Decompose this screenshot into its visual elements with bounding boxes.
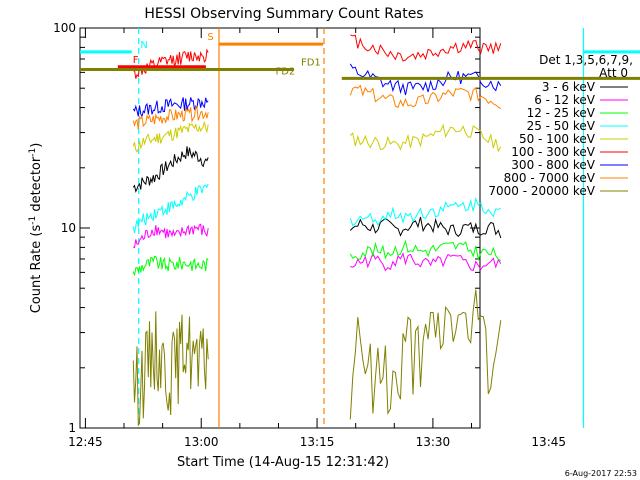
flag-bar-label: F: [133, 55, 139, 66]
series-line: [349, 216, 502, 239]
series-line: [349, 123, 502, 153]
y-axis-label: Count Rate (s-1 detector-1): [28, 143, 44, 314]
series-line: [132, 183, 209, 234]
x-tick-label: 13:45: [531, 435, 566, 449]
flag-bar-label: FD2: [275, 66, 295, 77]
series-line: [132, 255, 209, 276]
flag-bar-label: FD1: [301, 58, 321, 69]
x-tick-label: 13:30: [416, 435, 451, 449]
legend-title-2: Att 0: [599, 66, 628, 80]
series-line: [132, 97, 209, 119]
legend-entry-label: 800 - 7000 keV: [504, 171, 596, 185]
series-line: [349, 239, 502, 261]
series-line: [132, 146, 209, 193]
footer-date: 6-Aug-2017 22:53: [565, 469, 637, 478]
series-line: [349, 197, 502, 227]
legend-entry-label: 100 - 300 keV: [511, 145, 595, 159]
y-axis-label-sup2: -1: [28, 148, 38, 157]
series-line: [133, 223, 209, 249]
plot-area: 11010012:4513:0013:1513:3013:4514:00NFSF…: [53, 21, 640, 449]
x-tick-label: 12:45: [68, 435, 103, 449]
legend-entry-label: 25 - 50 keV: [527, 119, 596, 133]
y-axis-label-mid: detector: [29, 156, 44, 216]
series-line: [132, 121, 209, 153]
x-axis-label: Start Time (14-Aug-15 12:31:42): [177, 455, 389, 470]
y-tick-label: 1: [68, 421, 76, 435]
x-tick-label: 13:15: [300, 435, 335, 449]
flag-bar-label: N: [140, 40, 147, 51]
legend-entry-label: 50 - 100 keV: [519, 132, 596, 146]
legend-entry-label: 6 - 12 keV: [534, 93, 596, 107]
y-axis-label-sup1: -1: [28, 216, 38, 225]
series-line: [132, 105, 209, 130]
series-line: [132, 311, 209, 427]
chart-title: HESSI Observing Summary Count Rates: [144, 6, 423, 22]
y-tick-label: 10: [61, 221, 76, 235]
x-tick-label: 13:00: [184, 435, 219, 449]
legend-entry-label: 300 - 800 keV: [511, 158, 595, 172]
legend-entry-label: 12 - 25 keV: [527, 106, 596, 120]
series-line: [132, 48, 209, 79]
legend-title-1: Det 1,3,5,6,7,9,: [539, 53, 633, 67]
series-line: [350, 34, 502, 62]
series-line: [349, 84, 502, 110]
y-axis-label-main: Count Rate (s: [29, 225, 44, 314]
flag-bar-label: S: [207, 32, 213, 43]
y-axis-label-end: ): [29, 143, 44, 148]
series-line: [349, 289, 502, 420]
y-tick-label: 100: [53, 21, 76, 35]
legend-entry-label: 7000 - 20000 keV: [488, 184, 595, 198]
series-line: [350, 252, 502, 272]
series-line: [349, 63, 502, 96]
legend-entry-label: 3 - 6 keV: [542, 80, 596, 94]
